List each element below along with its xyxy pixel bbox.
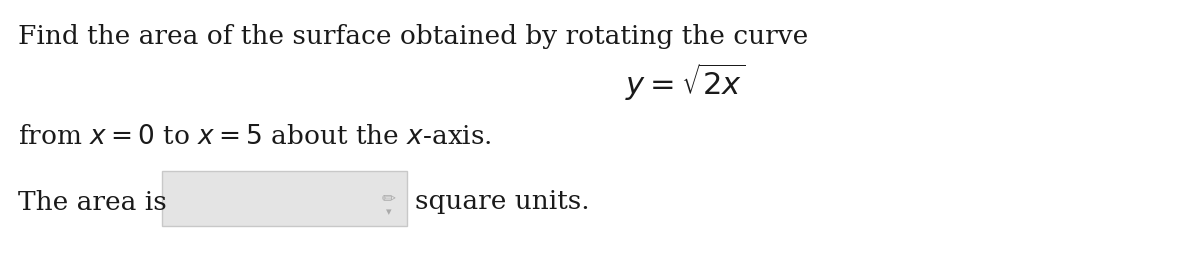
- FancyBboxPatch shape: [162, 171, 407, 226]
- Text: $y = \sqrt{2x}$: $y = \sqrt{2x}$: [625, 61, 745, 103]
- Text: ✏: ✏: [382, 189, 395, 207]
- Text: Find the area of the surface obtained by rotating the curve: Find the area of the surface obtained by…: [18, 24, 809, 49]
- Text: ▾: ▾: [386, 207, 392, 217]
- Text: from $x = 0$ to $x = 5$ about the $x$-axis.: from $x = 0$ to $x = 5$ about the $x$-ax…: [18, 123, 492, 149]
- Text: The area is: The area is: [18, 189, 167, 214]
- Text: square units.: square units.: [415, 189, 589, 214]
